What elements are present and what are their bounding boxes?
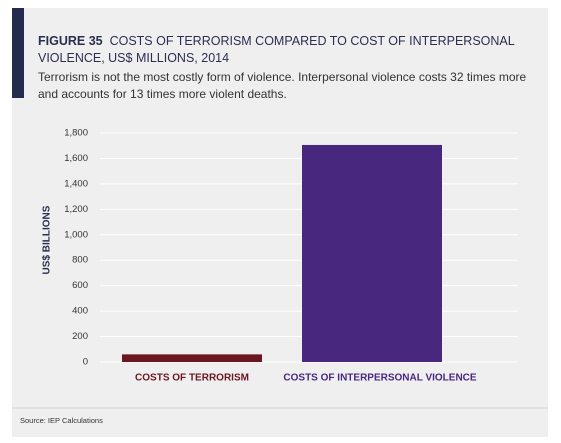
y-tick-label: 0 (83, 357, 88, 368)
x-tick-label: COSTS OF INTERPERSONAL VIOLENCE (283, 373, 476, 384)
y-tick-label: 1,600 (64, 153, 88, 164)
y-tick-label: 1,800 (64, 128, 88, 139)
y-axis-label: US$ BILLIONS (42, 205, 53, 274)
x-tick-label: COSTS OF TERRORISM (135, 373, 249, 384)
y-tick-label: 200 (72, 331, 88, 342)
chart-subtitle: Terrorism is not the most costly form of… (38, 70, 527, 101)
y-tick-label: 1,400 (64, 178, 88, 189)
y-tick-label: 1,200 (64, 204, 88, 215)
chart-title: COSTS OF TERRORISM COMPARED TO COST OF I… (38, 34, 515, 65)
title-block: FIGURE 35 COSTS OF TERRORISM COMPARED TO… (38, 33, 528, 67)
bar (302, 144, 442, 362)
y-tick-label: 400 (72, 306, 88, 317)
y-tick-label: 600 (72, 280, 88, 291)
y-tick-label: 1,000 (64, 229, 88, 240)
y-tick-label: 800 (72, 255, 88, 266)
panel (12, 8, 548, 437)
figure-label: FIGURE 35 (38, 34, 103, 48)
source: Source: IEP Calculations (20, 416, 103, 425)
accent-bar (12, 8, 24, 98)
bar (122, 354, 262, 362)
